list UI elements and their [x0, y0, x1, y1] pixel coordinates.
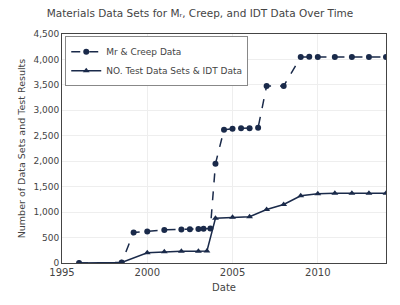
svg-text:2,000: 2,000	[33, 156, 59, 166]
svg-text:Date: Date	[212, 282, 236, 293]
svg-text:3,000: 3,000	[33, 105, 59, 115]
svg-text:2010: 2010	[305, 267, 330, 278]
svg-text:1,500: 1,500	[33, 182, 59, 192]
svg-text:2,500: 2,500	[33, 131, 59, 141]
svg-text:500: 500	[42, 233, 59, 243]
svg-text:1995: 1995	[49, 267, 74, 278]
svg-text:0: 0	[53, 258, 59, 268]
svg-text:2005: 2005	[220, 267, 245, 278]
svg-text:Mr & Creep Data: Mr & Creep Data	[106, 47, 181, 57]
svg-text:3,500: 3,500	[33, 80, 59, 90]
svg-text:4,000: 4,000	[33, 55, 59, 65]
svg-text:Materials Data Sets for Mᵣ, Cr: Materials Data Sets for Mᵣ, Creep, and I…	[47, 7, 354, 19]
svg-text:NO. Test Data Sets & IDT Data: NO. Test Data Sets & IDT Data	[106, 66, 242, 76]
svg-text:1,000: 1,000	[33, 207, 59, 217]
svg-text:2000: 2000	[135, 267, 160, 278]
svg-text:Number of Data Sets and Test R: Number of Data Sets and Test Results	[16, 59, 27, 239]
svg-text:4,500: 4,500	[33, 29, 59, 39]
